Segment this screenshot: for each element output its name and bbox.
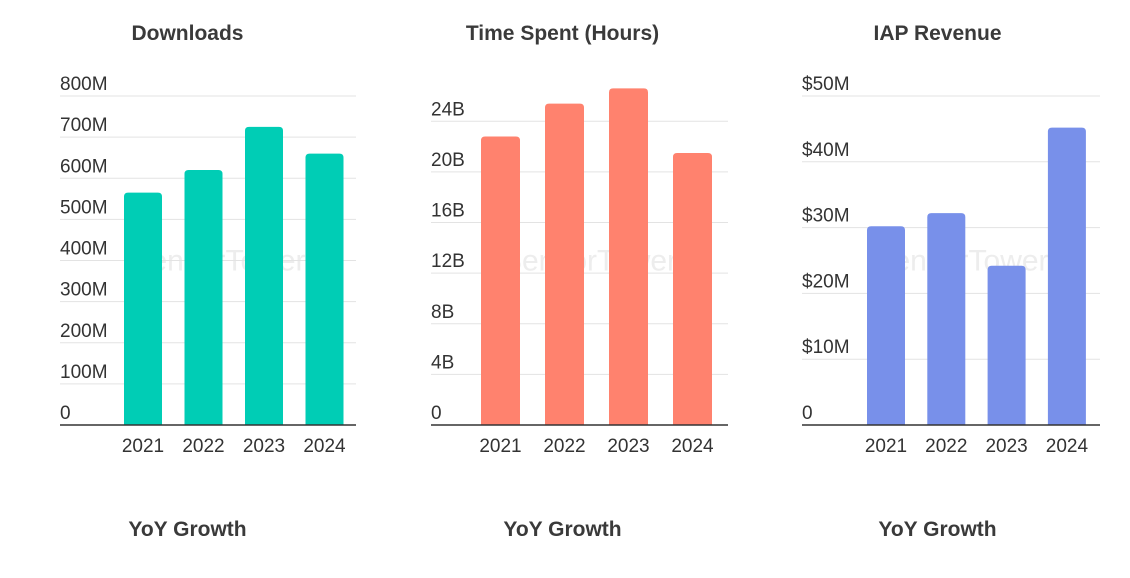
y-tick-label: $10M [802,337,850,358]
chart-panel-iap-revenue: IAP Revenue SensorTower0$10M$20M$30M$40M… [750,0,1125,578]
y-tick-label: 16B [431,201,465,222]
y-tick-label: 0 [802,403,813,424]
y-tick-label: $20M [802,271,850,292]
yoy-growth-title: YoY Growth [878,518,997,541]
bar-2021 [481,136,520,425]
yoy-growth-title: YoY Growth [503,518,622,541]
chart-downloads: SensorTower0100M200M300M400M500M600M700M… [60,74,356,457]
watermark-logo: SensorTower [502,245,677,278]
y-tick-label: 8B [431,302,454,323]
y-tick-label: 800M [60,74,108,95]
bar-2022 [184,170,223,425]
x-tick-label: 2024 [671,436,714,457]
y-tick-label: $40M [802,140,850,161]
y-tick-label: 500M [60,197,108,218]
chart-title: IAP Revenue [873,22,1002,45]
x-tick-label: 2024 [303,436,346,457]
y-tick-label: 100M [60,362,108,383]
x-tick-label: 2021 [479,436,521,457]
y-tick-label: 300M [60,280,108,301]
chart-time-spent: SensorTower 0 4B 8B 12B 16B 20B 24B 2021 2022 2023… [431,88,728,457]
x-tick-label: 2021 [865,436,907,457]
x-tick-label: 2022 [543,436,585,457]
chart-panel-downloads: Downloads SensorTower0100M200M300M400M50… [0,0,375,578]
chart-iap-revenue: SensorTower0$10M$20M$30M$40M$50M20212022… [802,74,1100,457]
y-tick-label: 200M [60,321,108,342]
x-tick-label: 2021 [122,436,164,457]
bar-2021 [867,226,905,425]
x-tick-label: 2023 [607,436,649,457]
y-tick-label: 4B [431,352,454,373]
yoy-growth-title: YoY Growth [128,518,247,541]
bar-2023 [987,265,1026,425]
x-tick-label: 2023 [985,436,1027,457]
y-tick-label: 12B [431,251,465,272]
y-tick-label: 600M [60,156,108,177]
x-tick-label: 2022 [925,436,967,457]
bar-2024 [1047,127,1086,426]
bar-2023 [245,126,283,425]
bar-2022 [927,213,966,425]
bar-2024 [305,153,344,425]
x-tick-label: 2022 [182,436,224,457]
chart-title: Downloads [131,22,244,45]
bar-2023 [609,88,648,426]
y-tick-label: 0 [431,403,442,424]
y-tick-label: 24B [431,99,465,120]
chart-title: Time Spent (Hours) [465,22,660,45]
y-tick-label: $50M [802,74,850,95]
bar-2024 [673,152,712,425]
x-tick-label: 2023 [243,436,285,457]
y-tick-label: 400M [60,239,108,260]
bar-2021 [124,192,162,425]
bar-2022 [545,103,584,425]
y-tick-label: 0 [60,403,71,424]
chart-panel-time-spent: Time Spent (Hours) SensorTower 0 4B 8B 12B 16… [375,0,750,578]
y-tick-label: 700M [60,115,108,136]
y-tick-label: $30M [802,206,850,227]
x-tick-label: 2024 [1046,436,1089,457]
y-tick-label: 20B [431,150,465,171]
